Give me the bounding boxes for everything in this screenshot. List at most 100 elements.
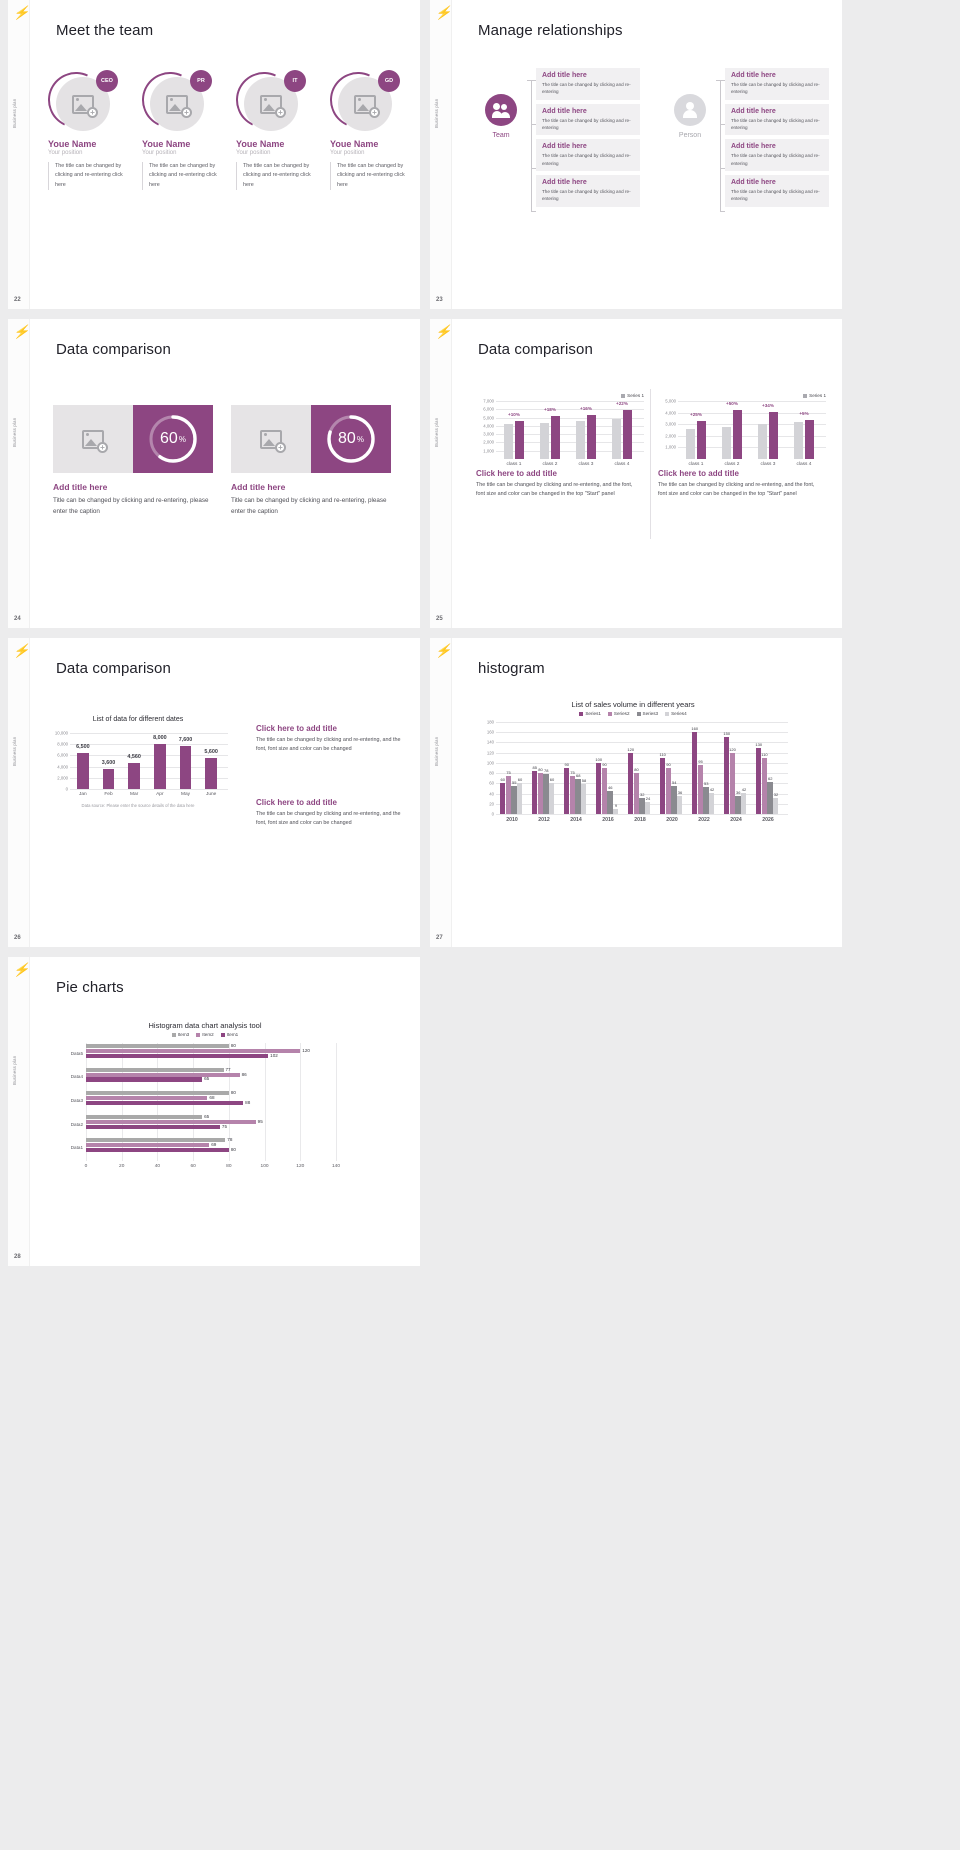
chart-panel: Histogram data chart analysis tool Item3…	[60, 1021, 350, 1169]
page-title: Data comparison	[56, 341, 171, 358]
info-card[interactable]: Add title here The title can be changed …	[536, 139, 640, 172]
add-image-icon[interactable]: +	[354, 94, 380, 118]
legend-item: Item3	[171, 1032, 189, 1037]
bar-Series1	[691, 732, 697, 814]
bar-value-label: 110	[659, 751, 666, 757]
x-tick-label: 2018	[634, 817, 646, 823]
legend-item: Series4	[665, 711, 687, 716]
comparison-cards: + 60% Add title here Title can be change…	[53, 405, 391, 517]
chart-legend: Item3 Item2 Item1	[60, 1032, 350, 1037]
slide-rail	[430, 0, 452, 309]
bar-value-label: 90	[602, 762, 607, 767]
page-title: Meet the team	[56, 22, 154, 39]
slide-rail	[430, 319, 452, 628]
x-tick-label: Feb	[104, 792, 113, 797]
add-image-icon[interactable]: +	[260, 94, 286, 118]
bar-value-label: 80	[634, 767, 639, 773]
info-card[interactable]: Add title here The title can be changed …	[725, 68, 829, 100]
info-card[interactable]: Add title here The title can be changed …	[536, 103, 640, 136]
avatar: + PR	[134, 64, 216, 136]
member-description: The title can be changed by clicking and…	[142, 162, 220, 191]
comparison-card[interactable]: + 80% Add title here Title can be change…	[231, 405, 391, 517]
y-tick-label: 2,000	[483, 439, 494, 445]
y-tick-label: 160	[486, 729, 494, 735]
brand-logo-icon: ⚡	[13, 962, 30, 977]
bar-Item1	[86, 1101, 244, 1106]
slide-27[interactable]: ⚡ Business plan 27 histogram List of sal…	[430, 638, 842, 947]
slide-number: 27	[436, 935, 443, 941]
legend-item: Item2	[196, 1032, 214, 1037]
y-tick-label: 60	[489, 780, 494, 786]
bar-grey	[793, 421, 803, 459]
bar-value-label: 100	[595, 756, 603, 762]
slide-25[interactable]: ⚡ Business plan 25 Data comparison Serie…	[430, 319, 842, 628]
bar-value-label: 69	[211, 1142, 217, 1148]
bar-Series2	[537, 773, 543, 814]
image-placeholder[interactable]: +	[231, 405, 311, 473]
comparison-card[interactable]: + 60% Add title here Title can be change…	[53, 405, 213, 517]
card-description: Title can be changed by clicking and re-…	[231, 497, 387, 515]
bar-Series2	[633, 773, 639, 814]
add-image-icon[interactable]: +	[166, 94, 192, 118]
info-card[interactable]: Add title here The title can be changed …	[536, 175, 640, 207]
brand-logo-icon: ⚡	[435, 643, 452, 658]
slide-26[interactable]: ⚡ Business plan 26 Data comparison List …	[8, 638, 420, 947]
brand-logo-icon: ⚡	[13, 324, 30, 339]
member-description: The title can be changed by clicking and…	[48, 162, 126, 191]
bar-value-label: 36	[736, 789, 741, 795]
x-tick-label: class 1	[688, 462, 704, 467]
bar-Series2	[665, 768, 671, 814]
info-card[interactable]: Add title here The title can be changed …	[536, 68, 640, 100]
bar-value-label: 77	[225, 1066, 231, 1072]
bar-value-label: 130	[755, 741, 763, 747]
y-tick-label: 40	[489, 791, 494, 797]
card-description: The title can be changed by clicking and…	[731, 189, 820, 202]
bar-Series4	[677, 795, 683, 814]
rail-label: Business plan	[12, 1055, 17, 1085]
card-title: Add title here	[542, 143, 587, 151]
team-member[interactable]: + PR Youe Name Your position The title c…	[134, 64, 220, 191]
bar-Series1	[627, 752, 633, 814]
rail-label: Business plan	[434, 736, 439, 766]
x-tick-label: class 4	[614, 462, 630, 467]
info-card[interactable]: Add title here The title can be changed …	[725, 139, 829, 172]
y-tick-label: 5,000	[483, 415, 494, 421]
chart-panel: Series 1 1,000 2,000 3,000 4,000 5,000 +25% cl…	[658, 391, 826, 467]
y-tick-label: Data2	[70, 1121, 83, 1127]
y-tick-label: 20	[489, 801, 494, 807]
brand-logo-icon: ⚡	[435, 324, 452, 339]
add-image-icon[interactable]: +	[260, 429, 286, 453]
add-image-icon[interactable]: +	[72, 94, 98, 118]
slide-number: 23	[436, 297, 443, 303]
y-tick-label: 100	[486, 760, 494, 766]
slide-rail	[430, 638, 452, 947]
slide-number: 28	[14, 1254, 21, 1260]
team-member[interactable]: + IT Youe Name Your position The title c…	[228, 64, 314, 191]
x-tick-label: 2022	[698, 817, 710, 823]
relationship-diagram: Team Add title here The title can be cha…	[475, 68, 829, 212]
slide-28[interactable]: ⚡ Business plan 28 Pie charts Histogram …	[8, 957, 420, 1266]
bar-value-label: 60	[549, 777, 555, 783]
team-member[interactable]: + GD Youe Name Your position The title c…	[322, 64, 408, 191]
bar	[179, 746, 192, 789]
percent-value: 80%	[338, 430, 364, 447]
brand-logo-icon: ⚡	[13, 5, 30, 20]
bar-value-label: 54	[672, 780, 677, 786]
team-member[interactable]: + CEO Youe Name Your position The title …	[40, 64, 126, 191]
slide-number: 26	[14, 935, 21, 941]
slide-24[interactable]: ⚡ Business plan 24 Data comparison + 60%…	[8, 319, 420, 628]
x-tick-label: 140	[331, 1164, 341, 1169]
slide-number: 25	[436, 616, 443, 622]
slide-22[interactable]: ⚡ Business plan 22 Meet the team + CEO Y…	[8, 0, 420, 309]
bar-value-label: 32	[773, 791, 779, 797]
info-card[interactable]: Add title here The title can be changed …	[725, 103, 829, 136]
add-image-icon[interactable]: +	[82, 429, 108, 453]
relationship-group: Team Add title here The title can be cha…	[475, 68, 640, 212]
member-name: Youe Name	[142, 139, 191, 149]
bar-value-label: 42	[741, 786, 747, 792]
image-placeholder[interactable]: +	[53, 405, 133, 473]
bar-Series1	[499, 783, 505, 814]
slide-23[interactable]: ⚡ Business plan 23 Manage relationships …	[430, 0, 842, 309]
team-list: + CEO Youe Name Your position The title …	[40, 64, 408, 191]
info-card[interactable]: Add title here The title can be changed …	[725, 175, 829, 207]
